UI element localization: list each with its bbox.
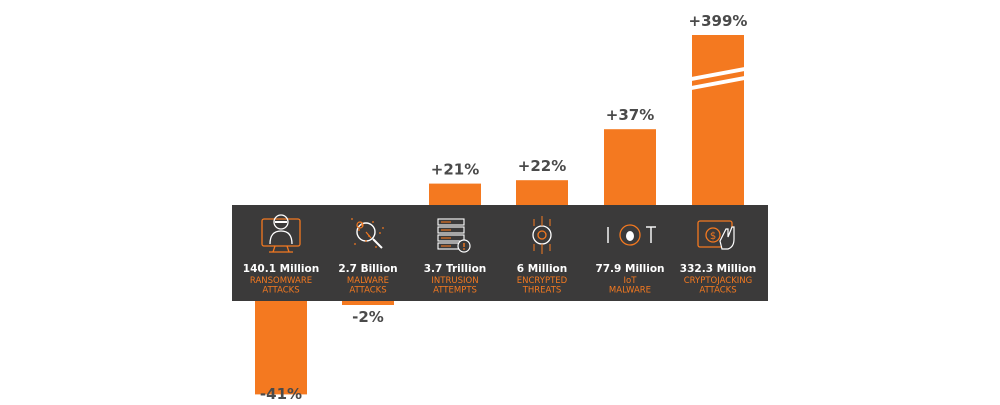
total-value: 77.9 Million [595, 263, 664, 275]
svg-text:$: $ [710, 231, 716, 242]
value-label: -2% [352, 308, 384, 326]
category-label: INTRUSION [431, 276, 478, 286]
total-value: 332.3 Million [680, 263, 756, 275]
total-value: 3.7 Trillion [424, 263, 487, 275]
encrypted-lock-icon [532, 216, 552, 254]
iot-bug-icon [607, 224, 656, 246]
cryptojacking-hand-icon: $ [697, 220, 735, 250]
category-label: ATTEMPTS [433, 286, 477, 296]
total-value: 6 Million [517, 263, 568, 275]
category-label: MALWARE [347, 276, 389, 286]
malware-magnifier-icon [351, 218, 384, 249]
category-label: MALWARE [609, 286, 651, 296]
axis-break-mark [686, 66, 750, 82]
stats-band [232, 205, 768, 301]
hacker-monitor-icon [261, 214, 301, 253]
value-label: +22% [518, 157, 566, 175]
category-label: RANSOMWARE [250, 276, 312, 286]
value-label: +37% [606, 106, 654, 124]
value-label: +21% [431, 161, 479, 179]
total-value: 140.1 Million [243, 263, 319, 275]
category-label: THREATS [522, 286, 562, 296]
category-label: ENCRYPTED [517, 276, 568, 286]
category-label: ATTACKS [262, 286, 299, 296]
total-value: 2.7 Billion [338, 263, 397, 275]
category-label: CRYPTOJACKING [684, 276, 752, 286]
category-label: ATTACKS [699, 286, 736, 296]
value-label: -41% [260, 385, 302, 403]
category-label: IoT [624, 276, 638, 286]
axis-break-mark [686, 75, 750, 91]
category-label: ATTACKS [349, 286, 386, 296]
server-alert-icon [437, 218, 471, 253]
value-label: +399% [689, 12, 748, 30]
